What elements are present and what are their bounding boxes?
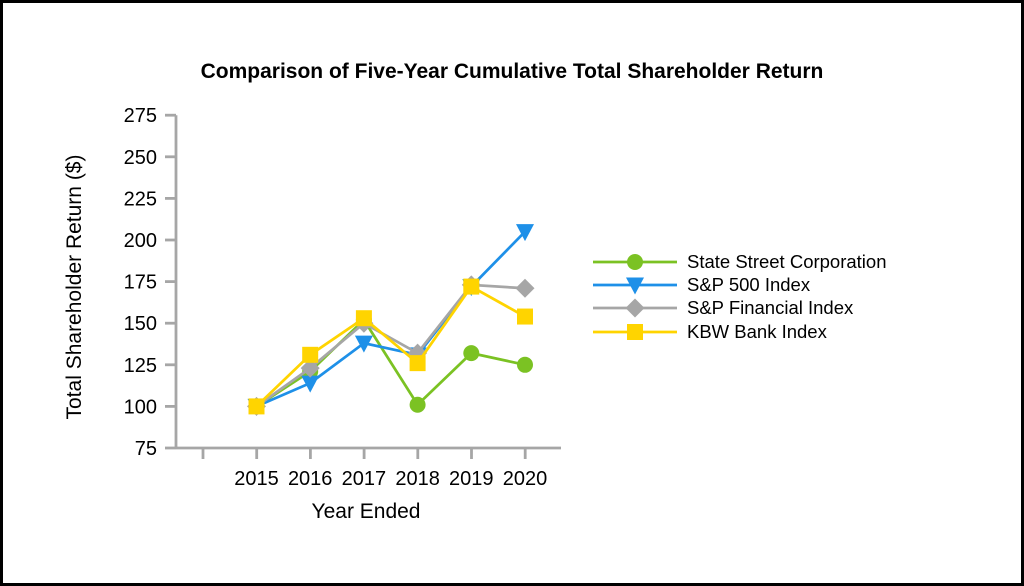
legend-key-icon — [593, 253, 677, 270]
diamond-marker-icon — [515, 278, 535, 298]
legend-item: KBW Bank Index — [592, 320, 887, 343]
legend-item: S&P Financial Index — [592, 297, 887, 320]
x-tick-labels: 2015 2016 2017 2018 2019 2020 — [201, 448, 548, 490]
diamond-marker-icon — [300, 358, 320, 378]
legend-key-icon — [593, 277, 677, 295]
y-tick-label: 275 — [124, 105, 157, 127]
y-tick-label: 200 — [124, 230, 157, 252]
series-s-p-500-index — [247, 224, 534, 416]
series-line — [255, 230, 526, 408]
legend-key-icon — [593, 323, 677, 340]
triangle-down-marker-icon — [354, 335, 373, 353]
y-tick-label: 100 — [124, 396, 157, 418]
square-marker-icon — [248, 398, 265, 415]
legend-label: KBW Bank Index — [687, 320, 827, 342]
y-tick-label: 150 — [124, 313, 157, 335]
x-tick-label: 2018 — [395, 468, 440, 490]
legend-label: State Street Corporation — [687, 250, 887, 272]
x-axis-title: Year Ended — [311, 500, 421, 523]
series-line — [255, 284, 526, 408]
y-tick-label: 125 — [124, 355, 157, 377]
legend-key-icon — [593, 298, 677, 318]
square-marker-icon — [463, 278, 480, 295]
triangle-down-marker-icon — [626, 277, 644, 295]
series-state-street-corporation — [248, 311, 533, 415]
axes — [174, 115, 561, 450]
triangle-down-marker-icon — [301, 375, 320, 393]
y-tick-labels: 75 100 125 150 175 200 225 250 275 — [124, 105, 176, 460]
y-tick-label: 250 — [124, 147, 157, 169]
x-tick-label: 2015 — [234, 468, 279, 490]
y-tick-label: 75 — [135, 438, 157, 460]
circle-marker-icon — [463, 345, 480, 362]
series-line — [255, 283, 526, 408]
square-marker-icon — [302, 346, 319, 363]
diamond-marker-icon — [625, 298, 645, 318]
square-marker-icon — [517, 308, 533, 325]
square-marker-icon — [627, 323, 643, 340]
x-tick-label: 2017 — [342, 468, 387, 490]
y-tick-label: 225 — [124, 188, 157, 210]
circle-marker-icon — [409, 396, 426, 413]
x-tick-label: 2020 — [503, 468, 548, 490]
x-tick-label: 2019 — [449, 468, 494, 490]
y-tick-label: 175 — [124, 272, 157, 294]
legend-label: S&P Financial Index — [687, 297, 854, 319]
legend-label: S&P 500 Index — [687, 274, 811, 296]
series-kbw-bank-index — [248, 278, 533, 415]
square-marker-icon — [355, 310, 372, 327]
legend-item: S&P 500 Index — [592, 273, 887, 296]
chart-title: Comparison of Five-Year Cumulative Total… — [200, 60, 824, 83]
legend-item: State Street Corporation — [592, 250, 887, 273]
triangle-down-marker-icon — [516, 224, 534, 242]
series-line — [255, 317, 526, 408]
circle-marker-icon — [627, 253, 643, 270]
chart-legend: State Street Corporation S&P 500 Index S&P… — [592, 250, 887, 344]
circle-marker-icon — [517, 356, 533, 373]
square-marker-icon — [409, 355, 426, 372]
x-tick-label: 2016 — [288, 468, 333, 490]
